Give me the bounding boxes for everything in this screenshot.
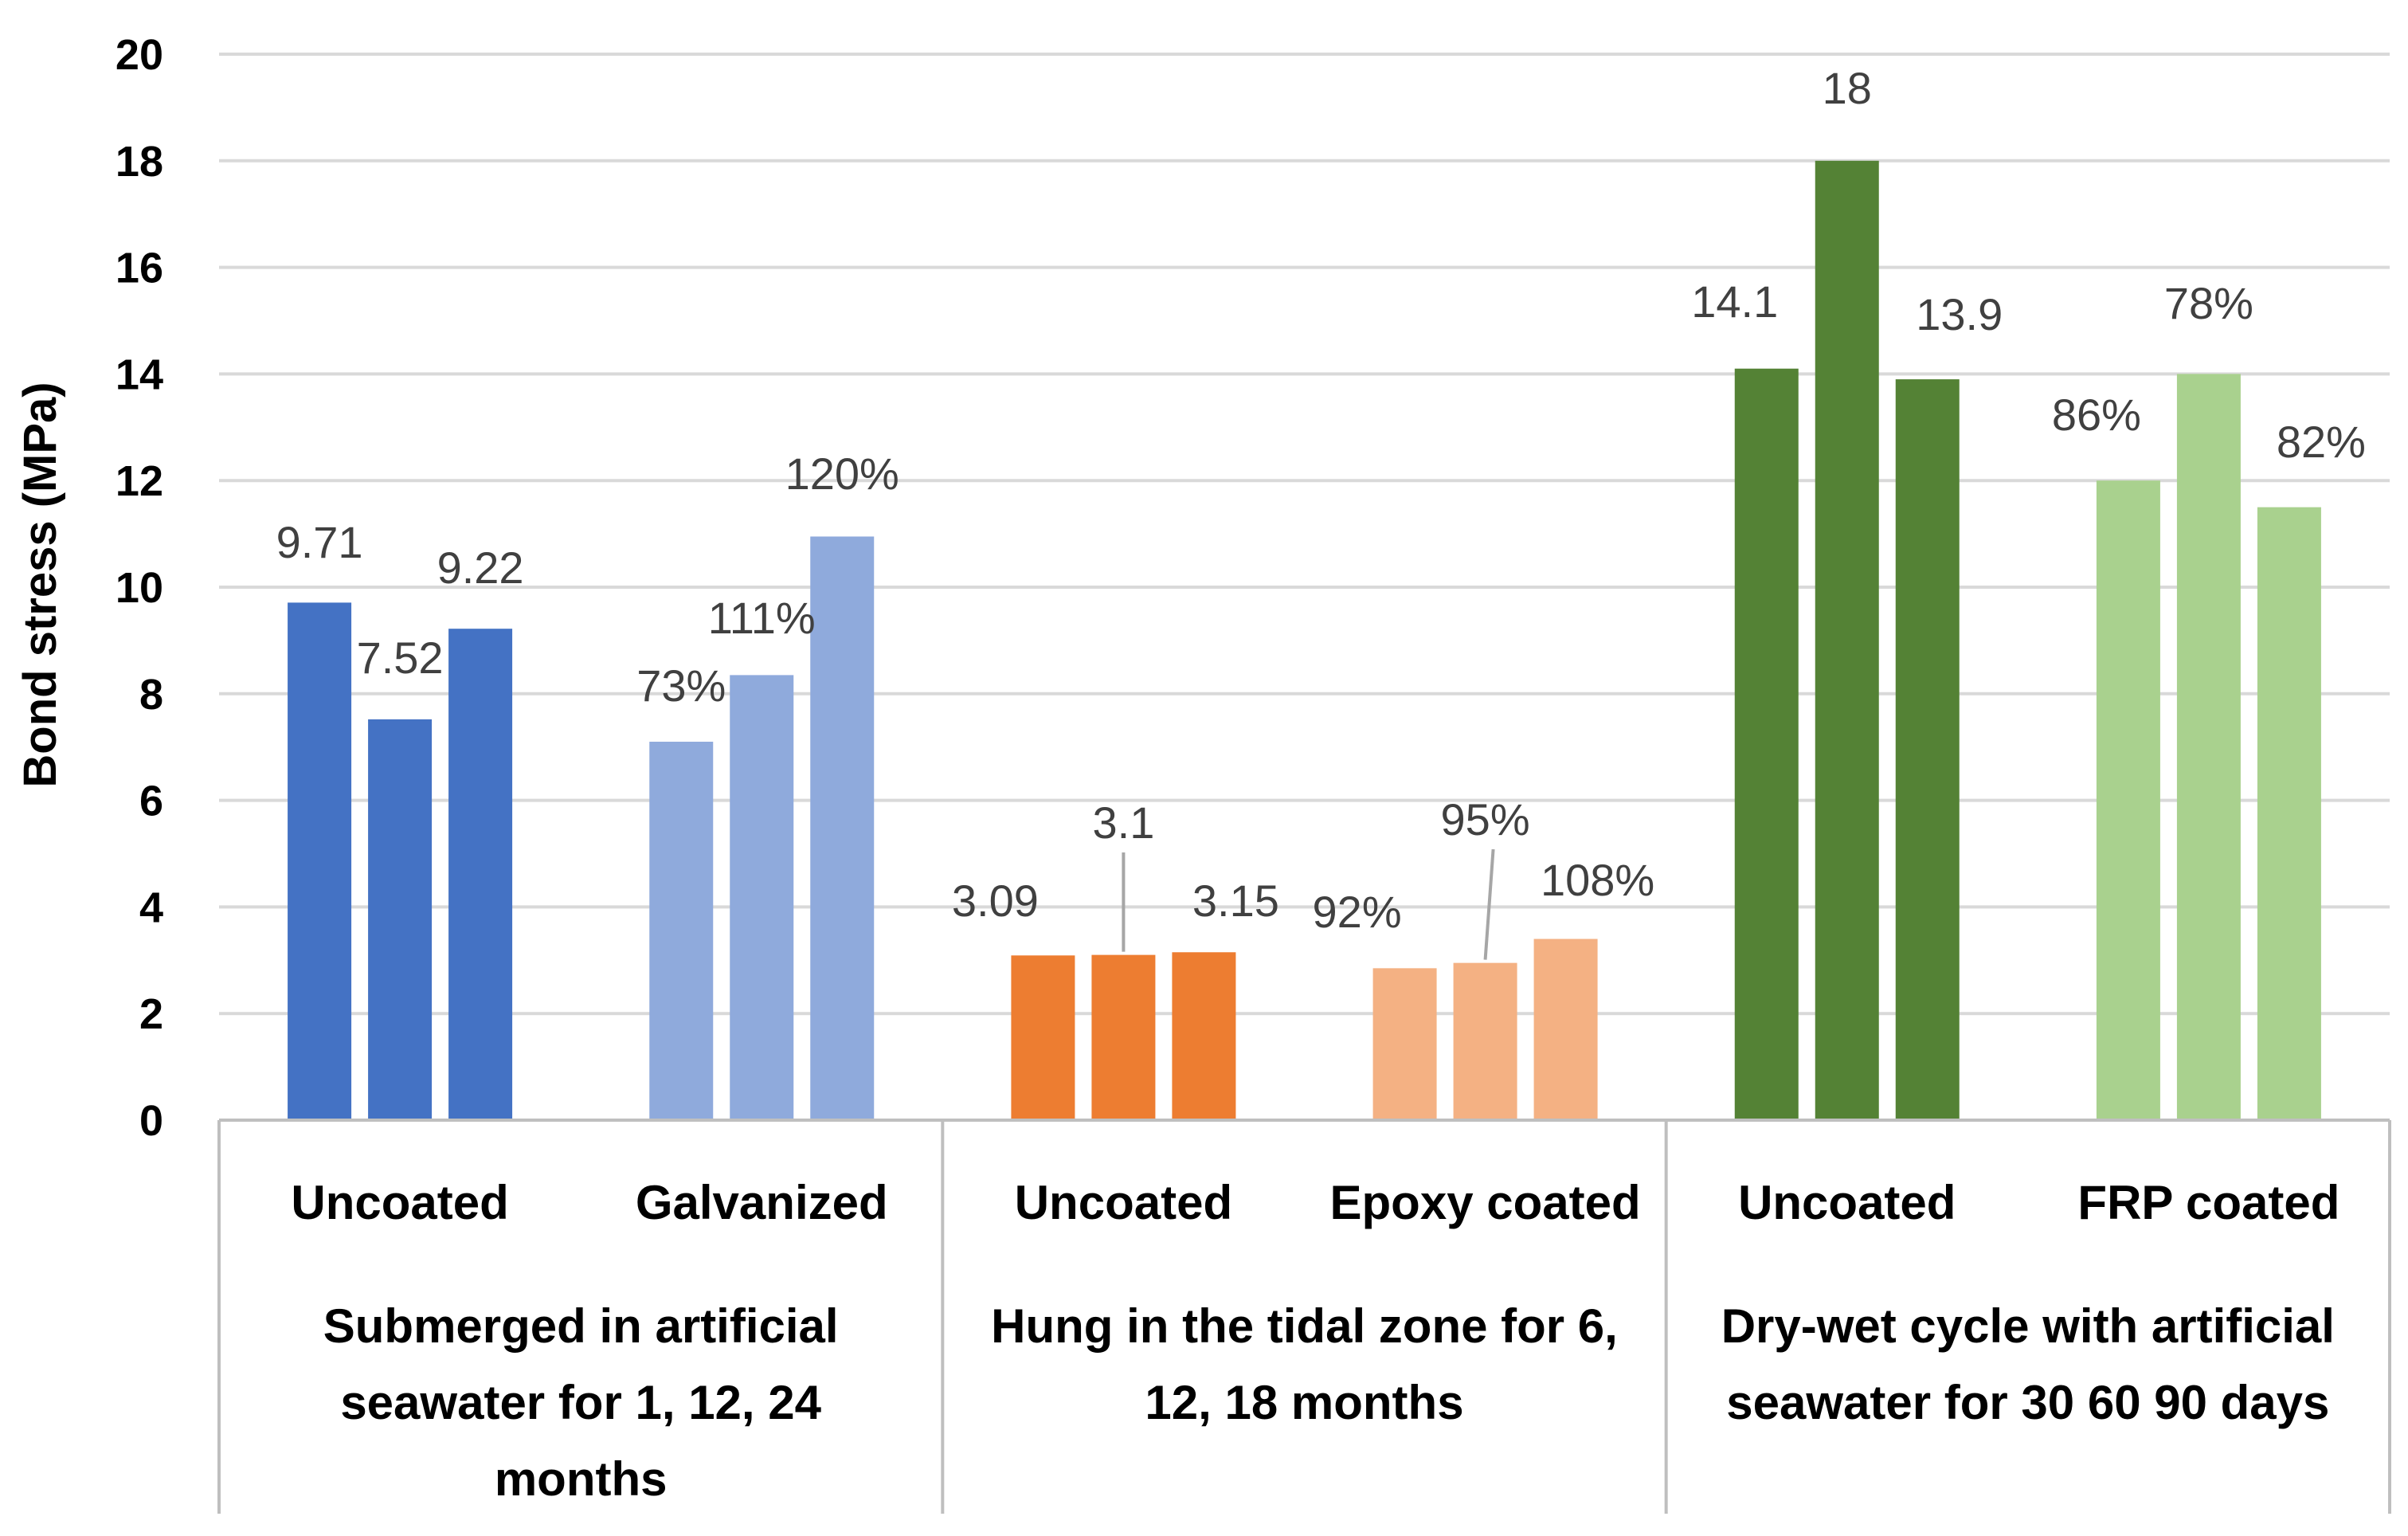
data-label: 13.9 [1916,289,2003,339]
bar [2257,507,2321,1120]
group-label-line: seawater for 30 60 90 days [1726,1376,2329,1429]
data-label: 120% [785,449,899,499]
data-label: 111% [708,593,816,643]
x-axis [217,1119,2391,1514]
bar [649,742,714,1120]
data-label: 3.1 [1092,797,1154,848]
bar [810,536,875,1120]
group-label-line: Hung in the tidal zone for 6, [991,1299,1618,1353]
data-label: 3.09 [952,876,1039,926]
data-label: 3.15 [1192,876,1279,926]
group-label-line: months [495,1452,668,1506]
category-label: FRP coated [2077,1176,2339,1229]
gridlines [219,53,2390,1016]
bar [368,719,433,1120]
data-label: 78% [2164,278,2253,328]
category-label: Uncoated [1738,1176,1956,1229]
y-tick-label: 18 [116,138,163,186]
data-label: 95% [1441,794,1530,844]
y-tick-label: 6 [139,778,163,825]
group-labels: Submerged in artificial seawater for 1, 1… [323,1299,2335,1506]
bar [2096,480,2160,1120]
bar [2176,374,2241,1120]
group-label-line: 12, 18 months [1145,1376,1463,1429]
leader-line [1483,848,1495,960]
y-tick-label: 4 [139,884,163,931]
bar [1734,368,1799,1121]
category-labels: Uncoated Galvanized Uncoated Epoxy coated Un… [291,1176,2339,1229]
bar [288,602,352,1120]
category-label: Uncoated [291,1176,508,1229]
y-tick-label: 12 [116,457,163,505]
y-axis-ticks: 0 2 4 6 8 10 12 14 16 18 20 [116,31,163,1145]
y-tick-label: 14 [116,351,163,398]
data-label: 82% [2277,417,2366,467]
data-label: 108% [1541,855,1654,905]
data-label: 7.52 [357,633,444,683]
data-label: 73% [636,660,726,711]
bar [448,629,513,1120]
category-label: Uncoated [1015,1176,1232,1229]
bars [288,160,2321,1121]
category-label: Epoxy coated [1330,1176,1641,1229]
bar [1372,968,1437,1120]
y-tick-label: 10 [116,564,163,612]
y-axis-label: Bond stress (MPa) [14,382,66,787]
data-label: 9.71 [276,517,363,567]
bar [730,675,794,1120]
y-tick-label: 8 [139,671,163,719]
category-label: Galvanized [636,1176,888,1229]
data-labels: 9.71 7.52 9.22 73% 111% 120% 3.09 3.1 3.15 92% 95%… [276,63,2366,937]
y-tick-label: 20 [116,31,163,79]
bar [1172,952,1236,1120]
data-label: 18 [1823,63,1872,113]
group-label-line: seawater for 1, 12, 24 [340,1376,821,1429]
bar [1453,962,1517,1120]
group-label-line: Dry-wet cycle with artificial [1721,1299,2335,1353]
bar [1091,954,1156,1120]
bar [1011,955,1075,1120]
y-tick-label: 16 [116,245,163,292]
y-tick-label: 0 [139,1097,163,1145]
group-label-line: Submerged in artificial [323,1299,839,1353]
y-tick-label: 2 [139,990,163,1038]
data-label: 9.22 [437,543,524,593]
bar [1533,938,1598,1120]
bar [1895,379,1960,1121]
leader-lines [1122,848,1495,960]
bar [1815,160,1879,1120]
data-label: 14.1 [1691,276,1778,327]
data-label: 92% [1313,887,1402,937]
data-label: 86% [2052,390,2141,440]
